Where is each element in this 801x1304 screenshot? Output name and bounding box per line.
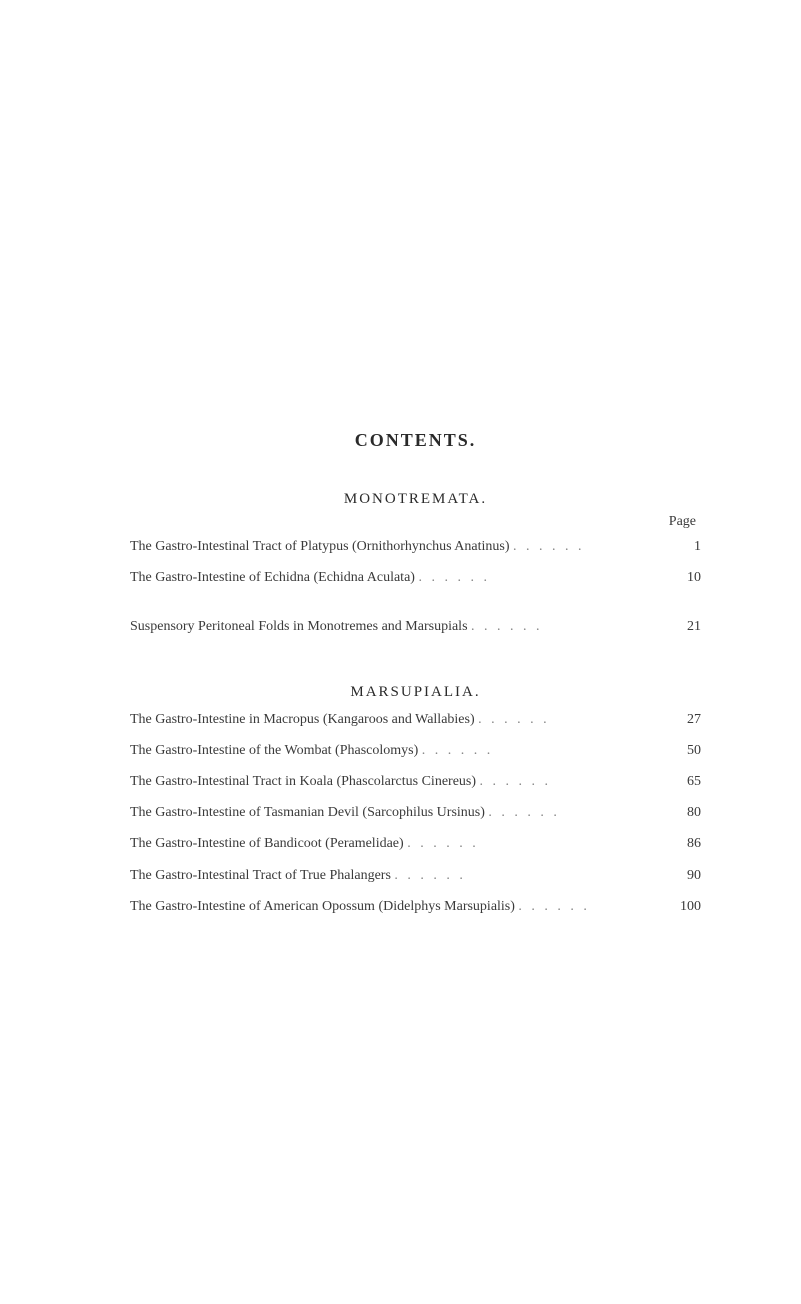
section-title: MONOTREMATA. <box>130 491 701 508</box>
toc-entry-title: The Gastro-Intestine of Tasmanian Devil … <box>130 800 661 825</box>
toc-entry-page: 10 <box>661 565 701 590</box>
toc-entry-text: The Gastro-Intestinal Tract of Platypus … <box>130 539 513 554</box>
toc-entry-page: 90 <box>661 863 701 888</box>
toc-dots: . . . . . . <box>478 712 550 727</box>
toc-entry-text: The Gastro-Intestine of Bandicoot (Peram… <box>130 836 407 851</box>
main-title: CONTENTS. <box>130 430 701 451</box>
page-label: Page <box>130 514 701 530</box>
toc-entry-title: The Gastro-Intestinal Tract in Koala (Ph… <box>130 769 661 794</box>
toc-entry-page: 80 <box>661 800 701 825</box>
toc-entry: The Gastro-Intestinal Tract of True Phal… <box>130 863 701 888</box>
toc-entry-page: 21 <box>661 614 701 639</box>
toc-dots: . . . . . . <box>394 868 466 883</box>
toc-dots: . . . . . . <box>480 774 552 789</box>
toc-entry-text: The Gastro-Intestine of the Wombat (Phas… <box>130 743 422 758</box>
toc-entry-title: The Gastro-Intestine of American Opossum… <box>130 894 660 919</box>
sections-container: MONOTREMATA. Page The Gastro-Intestinal Tr… <box>130 491 701 919</box>
toc-entry-page: 65 <box>661 769 701 794</box>
toc-dots: . . . . . . <box>407 836 479 851</box>
toc-entry-text: The Gastro-Intestinal Tract in Koala (Ph… <box>130 774 480 789</box>
toc-entry-page: 1 <box>661 534 701 559</box>
toc-entry: The Gastro-Intestine in Macropus (Kangar… <box>130 707 701 732</box>
page-content: CONTENTS. MONOTREMATA. Page The Gastro-Int… <box>0 0 801 919</box>
toc-entry: The Gastro-Intestine of Echidna (Echidna… <box>130 565 701 590</box>
toc-entry: The Gastro-Intestine of Tasmanian Devil … <box>130 800 701 825</box>
section-title: MARSUPIALIA. <box>130 684 701 701</box>
toc-dots: . . . . . . <box>422 743 494 758</box>
toc-entry-text: The Gastro-Intestine in Macropus (Kangar… <box>130 712 478 727</box>
toc-dots: . . . . . . <box>513 539 585 554</box>
toc-entry: The Gastro-Intestine of Bandicoot (Peram… <box>130 831 701 856</box>
toc-entry-title: The Gastro-Intestinal Tract of Platypus … <box>130 534 661 559</box>
toc-entry-title: The Gastro-Intestine of Echidna (Echidna… <box>130 565 661 590</box>
toc-entry-text: The Gastro-Intestinal Tract of True Phal… <box>130 868 394 883</box>
toc-entry-title: Suspensory Peritoneal Folds in Monotreme… <box>130 614 661 639</box>
toc-entry: Suspensory Peritoneal Folds in Monotreme… <box>130 614 701 639</box>
toc-entry: The Gastro-Intestinal Tract of Platypus … <box>130 534 701 559</box>
toc-dots: . . . . . . <box>488 805 560 820</box>
toc-entry: The Gastro-Intestine of American Opossum… <box>130 894 701 919</box>
toc-entry-page: 100 <box>660 894 701 919</box>
toc-entry-page: 27 <box>661 707 701 732</box>
toc-dots: . . . . . . <box>518 899 590 914</box>
section-gap <box>130 646 701 684</box>
toc-entry-text: The Gastro-Intestine of Echidna (Echidna… <box>130 570 418 585</box>
toc-entry: The Gastro-Intestine of the Wombat (Phas… <box>130 738 701 763</box>
toc-entry-title: The Gastro-Intestinal Tract of True Phal… <box>130 863 661 888</box>
toc-entry-title: The Gastro-Intestine of the Wombat (Phas… <box>130 738 661 763</box>
toc-entry-page: 50 <box>661 738 701 763</box>
toc-entry-title: The Gastro-Intestine in Macropus (Kangar… <box>130 707 661 732</box>
toc-entry-page: 86 <box>661 831 701 856</box>
toc-entry: The Gastro-Intestinal Tract in Koala (Ph… <box>130 769 701 794</box>
toc-entry-text: The Gastro-Intestine of Tasmanian Devil … <box>130 805 488 820</box>
toc-entry-text: Suspensory Peritoneal Folds in Monotreme… <box>130 619 471 634</box>
toc-dots: . . . . . . <box>471 619 543 634</box>
toc-entry-text: The Gastro-Intestine of American Opossum… <box>130 899 518 914</box>
toc-dots: . . . . . . <box>418 570 490 585</box>
toc-entry-title: The Gastro-Intestine of Bandicoot (Peram… <box>130 831 661 856</box>
